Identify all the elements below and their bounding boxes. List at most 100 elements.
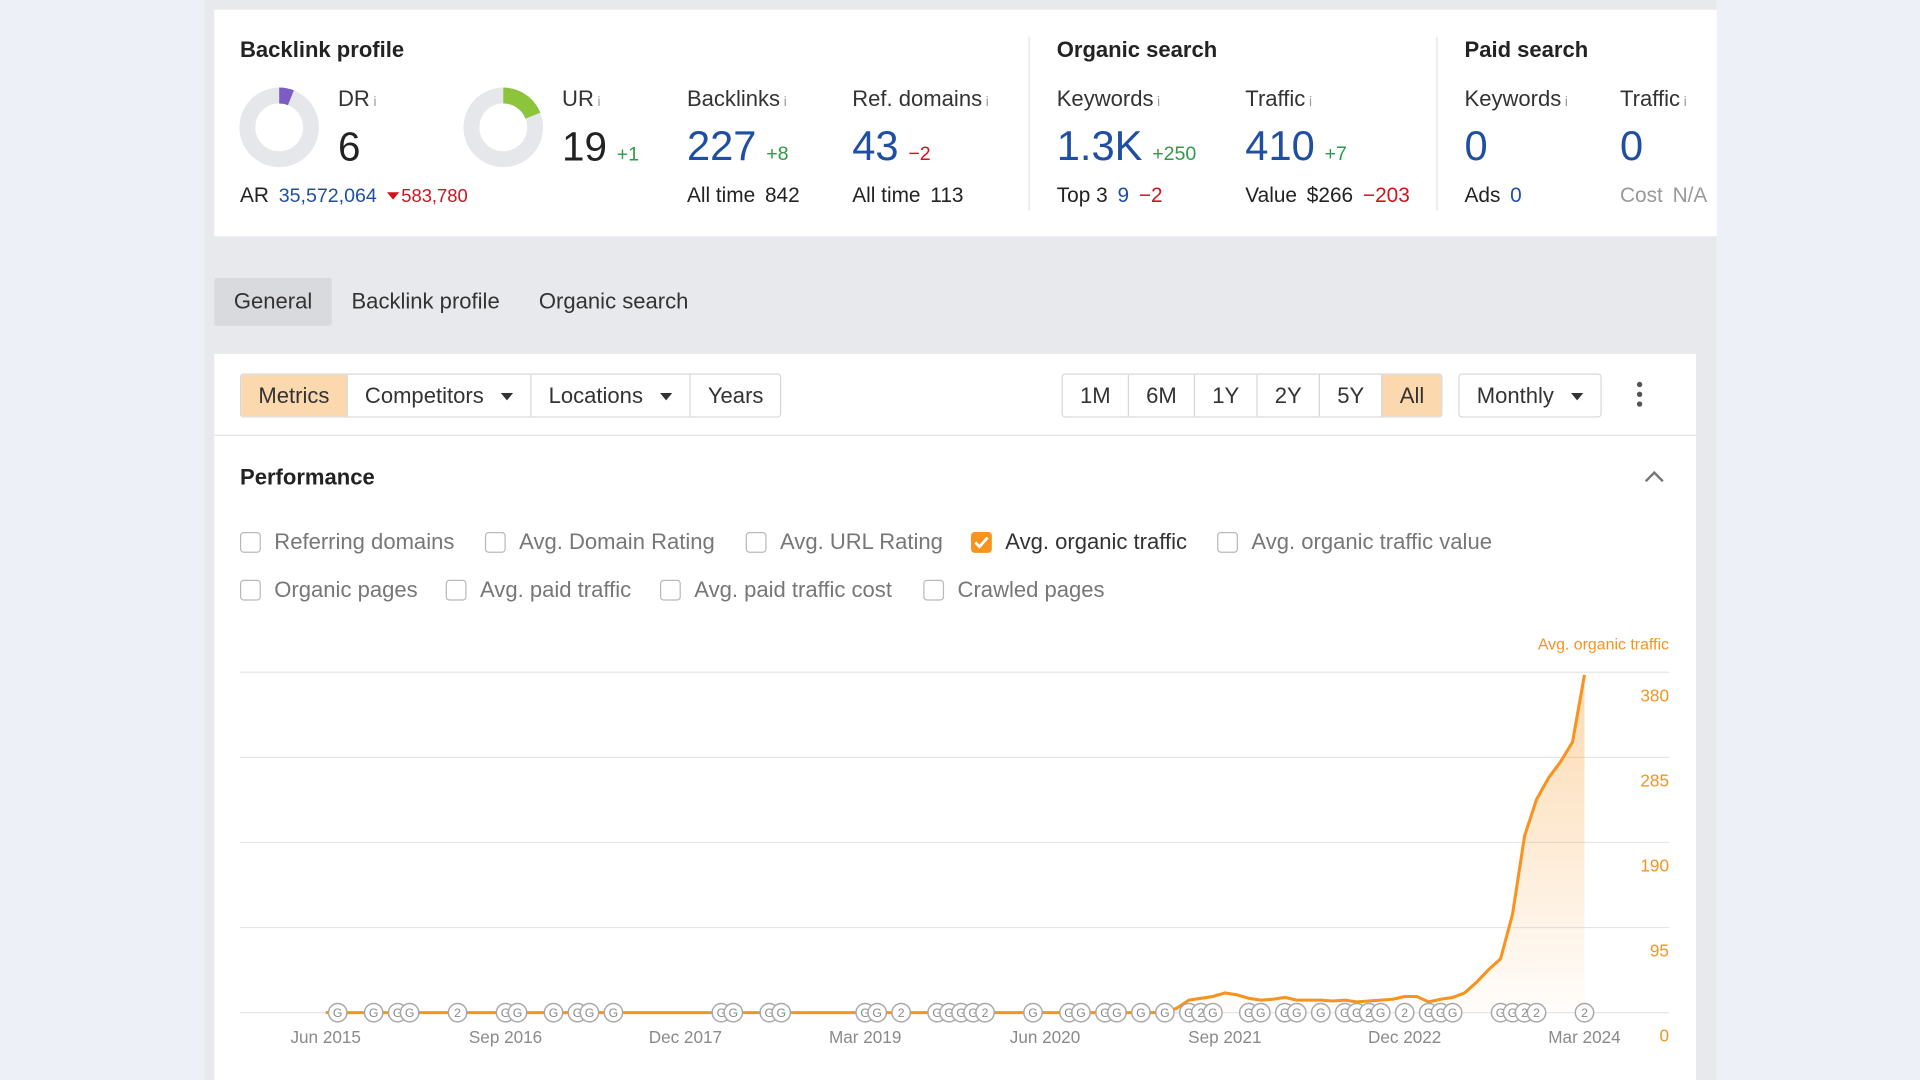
- metric-row: 0: [1620, 123, 1643, 171]
- title-text: Performance: [240, 464, 375, 490]
- sub-value: N/A: [1672, 183, 1708, 207]
- tab[interactable]: Organic search: [538, 288, 689, 314]
- tab-bar: General Backlink profile Organic search: [214, 277, 708, 326]
- metric-value: 19: [562, 123, 608, 169]
- label-text: All time: [686, 183, 756, 207]
- label-text: Cost: [1620, 183, 1663, 207]
- section-title: Paid search: [1464, 37, 1588, 63]
- info-icon[interactable]: i: [1308, 94, 1313, 110]
- button[interactable]: Competitors: [346, 374, 531, 417]
- divider: [1436, 36, 1438, 211]
- info-icon[interactable]: i: [1683, 94, 1687, 110]
- tab[interactable]: Backlink profile: [351, 288, 500, 314]
- button-label: 5Y: [1337, 383, 1365, 408]
- checkbox-option[interactable]: Avg. paid traffic: [445, 577, 631, 603]
- metric-label: Ref. domains i: [852, 86, 989, 112]
- checkbox-option[interactable]: Crawled pages: [923, 577, 1105, 603]
- collapse-toggle[interactable]: [1642, 467, 1666, 487]
- metric-row: 1.3K +250: [1057, 123, 1197, 171]
- metric-label: UR i: [562, 86, 601, 112]
- sub-change: −203: [1362, 183, 1410, 207]
- metric-label: DR i: [338, 86, 377, 112]
- checkbox[interactable]: [240, 579, 261, 601]
- checkbox-label: Avg. organic traffic value: [1251, 529, 1492, 555]
- button[interactable]: 6M: [1127, 374, 1194, 417]
- button[interactable]: 1Y: [1193, 374, 1257, 417]
- button[interactable]: 5Y: [1318, 374, 1382, 417]
- title-text: Paid search: [1464, 37, 1589, 62]
- button[interactable]: All: [1381, 374, 1442, 417]
- label-text: Traffic: [1245, 86, 1306, 111]
- metric-change: 583,780: [401, 186, 468, 207]
- checkbox[interactable]: [660, 579, 681, 601]
- button-label: All: [1399, 383, 1425, 408]
- checkbox-label: Avg. URL Rating: [780, 529, 943, 555]
- checkbox[interactable]: [445, 579, 467, 601]
- checkbox-option[interactable]: Avg. paid traffic cost: [660, 577, 892, 603]
- info-icon[interactable]: i: [1157, 94, 1161, 110]
- info-icon[interactable]: i: [1564, 94, 1568, 110]
- button[interactable]: Monthly: [1459, 374, 1601, 417]
- button[interactable]: 2Y: [1256, 374, 1319, 417]
- chevron-up: [1644, 470, 1664, 483]
- metric-value: 0: [1620, 123, 1644, 170]
- metric-value: 6: [337, 123, 361, 169]
- section-title: Backlink profile: [240, 37, 404, 63]
- title-text: Backlink profile: [240, 37, 405, 62]
- down-arrow: [386, 192, 399, 200]
- label-text: Top 3: [1056, 183, 1108, 207]
- button-label: Monthly: [1476, 383, 1554, 408]
- checkbox-option[interactable]: Avg. URL Rating: [745, 529, 943, 556]
- checkbox-option[interactable]: Referring domains: [240, 530, 454, 556]
- divider: [1028, 36, 1030, 211]
- report-card: [214, 353, 1696, 1080]
- metric-row: AR 35,572,064 583,780: [240, 184, 468, 208]
- title-text: Organic search: [1056, 37, 1218, 62]
- metric-row: 43 −2: [852, 123, 930, 171]
- metric-row: 6: [338, 124, 360, 171]
- checkbox[interactable]: [745, 532, 767, 553]
- interval-select: Monthly: [1458, 373, 1602, 418]
- range-group: 1M 6M 1Y 2Y 5Y All: [1061, 373, 1443, 418]
- label-text: AR: [240, 183, 269, 207]
- button[interactable]: Locations: [530, 374, 690, 417]
- info-icon[interactable]: i: [783, 94, 787, 110]
- checkbox[interactable]: [484, 532, 506, 553]
- divider: [214, 434, 1696, 436]
- checkbox-label: Avg. Domain Rating: [519, 529, 715, 555]
- checkbox[interactable]: [240, 532, 261, 553]
- metric-label: Traffic i: [1620, 86, 1687, 112]
- label-text: Traffic: [1620, 86, 1681, 111]
- checkbox[interactable]: [971, 532, 992, 553]
- button-label: Locations: [548, 383, 643, 408]
- checkbox-label: Crawled pages: [957, 577, 1105, 602]
- panel-title: Performance: [240, 465, 375, 491]
- metric-row: All time 842: [687, 184, 800, 208]
- checkbox-option[interactable]: Avg. Domain Rating: [484, 529, 715, 556]
- info-icon[interactable]: i: [373, 94, 377, 110]
- caret: [500, 393, 514, 401]
- tab[interactable]: General: [214, 277, 332, 326]
- metric-row: 410 +7: [1245, 123, 1347, 171]
- checkbox-option[interactable]: Avg. organic traffic: [971, 530, 1187, 556]
- button[interactable]: Years: [689, 374, 781, 417]
- metric-change: −2: [908, 143, 931, 165]
- checkbox-option[interactable]: Avg. organic traffic value: [1217, 530, 1492, 556]
- metric-label: Traffic i: [1245, 86, 1312, 112]
- checkbox-label: Organic pages: [274, 577, 418, 602]
- sub-change: −2: [1138, 183, 1163, 207]
- checkbox[interactable]: [1217, 532, 1238, 553]
- button[interactable]: 1M: [1062, 374, 1128, 417]
- metric-row: 19 +1: [562, 124, 639, 171]
- metric-row: Ads 0: [1464, 184, 1521, 208]
- label-text: Ads: [1464, 183, 1501, 207]
- info-icon[interactable]: i: [597, 94, 601, 110]
- more-menu[interactable]: [1629, 380, 1653, 409]
- info-icon[interactable]: i: [985, 94, 989, 110]
- checkbox[interactable]: [923, 579, 945, 601]
- sub-value: 9: [1117, 183, 1130, 207]
- button[interactable]: Metrics: [241, 374, 347, 417]
- metric-row: 0: [1464, 123, 1487, 171]
- checkbox-option[interactable]: Organic pages: [240, 577, 418, 603]
- sub-value: 0: [1510, 183, 1522, 207]
